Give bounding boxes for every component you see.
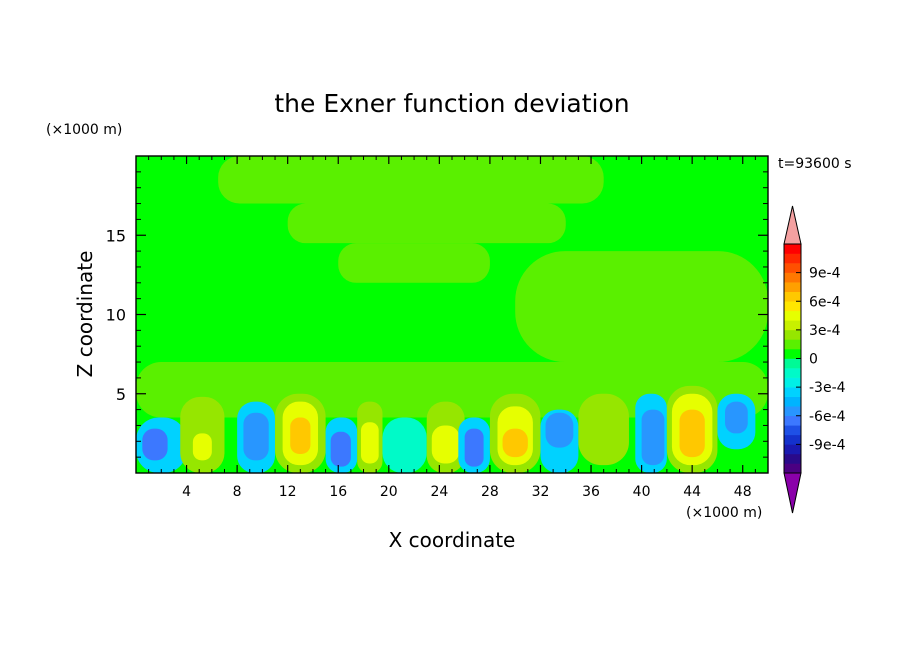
colorbar-segment bbox=[784, 396, 801, 407]
x-tick-label: 44 bbox=[683, 484, 701, 500]
x-tick-label: 16 bbox=[329, 484, 347, 500]
time-label: t=93600 s bbox=[778, 156, 852, 172]
colorbar-segment bbox=[784, 358, 801, 369]
colorbar-segment bbox=[784, 310, 801, 321]
x-tick-label: 8 bbox=[233, 484, 242, 500]
colorbar-segment bbox=[784, 253, 801, 264]
colorbar-tick-label: 6e-4 bbox=[809, 294, 841, 310]
contour-region bbox=[243, 412, 269, 461]
colorbar-segment bbox=[784, 377, 801, 388]
colorbar-segment bbox=[784, 291, 801, 302]
contour-region bbox=[287, 203, 566, 244]
contour-region bbox=[641, 409, 665, 466]
colorbar-tick-label: -9e-4 bbox=[809, 437, 846, 453]
contour-region bbox=[218, 156, 604, 204]
x-tick-label: 28 bbox=[481, 484, 499, 500]
colorbar-segment bbox=[784, 425, 801, 436]
colorbar-segment bbox=[784, 244, 801, 254]
colorbar-tick-label: 9e-4 bbox=[809, 266, 841, 282]
colorbar-segment bbox=[784, 415, 801, 426]
contour-region bbox=[290, 417, 311, 454]
contour-region bbox=[382, 417, 427, 473]
colorbar-segment bbox=[784, 348, 801, 359]
x-tick-label: 48 bbox=[734, 484, 752, 500]
colorbar-segment bbox=[784, 406, 801, 417]
colorbar-segment bbox=[784, 263, 801, 273]
x-axis-ticks: 4 8 12 16 20 24 28 32 36 40 44 48 bbox=[148, 156, 756, 500]
x-tick-label: 12 bbox=[279, 484, 297, 500]
contour-region bbox=[338, 243, 490, 283]
x-tick-label: 40 bbox=[633, 484, 651, 500]
contour-region bbox=[142, 428, 168, 461]
contour-region bbox=[545, 412, 574, 448]
colorbar-tick-label: 3e-4 bbox=[809, 323, 841, 339]
colorbar-segment bbox=[784, 282, 801, 293]
x-tick-label: 4 bbox=[182, 484, 191, 500]
colorbar-segment bbox=[784, 434, 801, 445]
colorbar-segment bbox=[784, 301, 801, 312]
y-tick-label: 10 bbox=[106, 306, 126, 325]
x-axis-title: X coordinate bbox=[389, 528, 516, 552]
contour-region bbox=[502, 428, 528, 458]
y-axis-ticks: 5 10 15 bbox=[106, 171, 768, 458]
colorbar-over-triangle bbox=[783, 205, 802, 245]
colorbar-segment bbox=[784, 272, 801, 283]
colorbar-segment bbox=[784, 368, 801, 378]
x-tick-label: 32 bbox=[532, 484, 550, 500]
contour-region bbox=[192, 433, 212, 461]
contour-region bbox=[578, 393, 629, 466]
colorbar-tick-label: -3e-4 bbox=[809, 380, 846, 396]
contour-region bbox=[360, 422, 379, 464]
colorbar-segment bbox=[784, 463, 801, 474]
contour-region bbox=[330, 431, 351, 467]
x-tick-label: 20 bbox=[380, 484, 398, 500]
colorbar-segment bbox=[784, 453, 801, 464]
y-axis-title: Z coordinate bbox=[73, 251, 97, 378]
colorbar-segment bbox=[784, 320, 801, 331]
y-unit-label: (×1000 m) bbox=[46, 122, 122, 138]
contour-fill-regions bbox=[136, 156, 768, 473]
contour-region bbox=[464, 428, 484, 467]
y-tick-label: 5 bbox=[116, 385, 126, 404]
colorbar-tick-label: 0 bbox=[809, 352, 818, 368]
x-tick-label: 36 bbox=[582, 484, 600, 500]
colorbar-under-triangle bbox=[783, 472, 802, 514]
contour-region bbox=[515, 251, 768, 363]
x-tick-label: 24 bbox=[430, 484, 448, 500]
chart-title: the Exner function deviation bbox=[274, 89, 629, 118]
y-tick-label: 15 bbox=[106, 226, 126, 245]
contour-region bbox=[431, 425, 460, 464]
colorbar-segment bbox=[784, 387, 801, 397]
contour-region bbox=[679, 409, 705, 458]
colorbar-segment bbox=[784, 329, 801, 340]
colorbar-segment bbox=[784, 339, 801, 350]
contour-region bbox=[725, 401, 748, 434]
colorbar-tick-label: -6e-4 bbox=[809, 409, 846, 425]
colorbar-segment bbox=[784, 444, 801, 455]
colorbar: -9e-4 -6e-4 -3e-4 0 3e-4 6e-4 9e-4 bbox=[783, 205, 846, 514]
x-unit-label: (×1000 m) bbox=[686, 505, 762, 521]
